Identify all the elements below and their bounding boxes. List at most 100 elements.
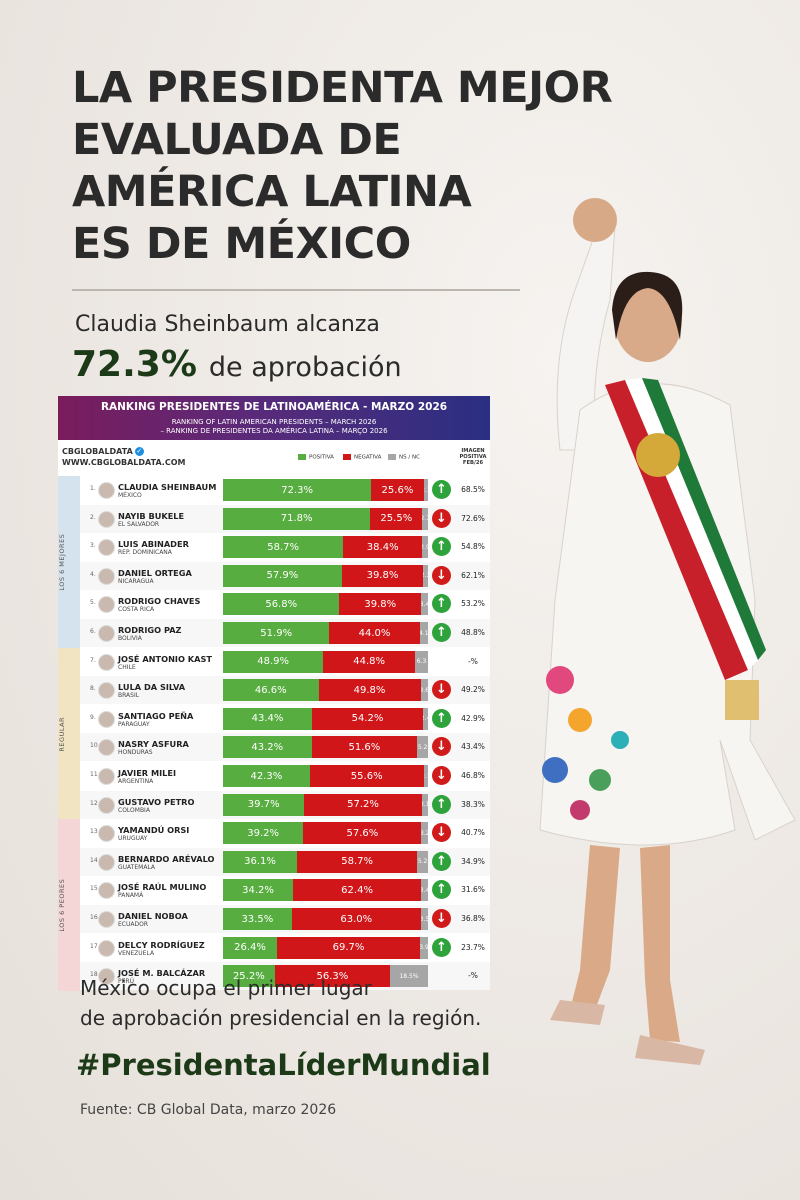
bar-ns: 3.4	[421, 879, 428, 902]
president-avatar	[98, 882, 115, 900]
headline: LA PRESIDENTA MEJOR EVALUADA DE AMÉRICA …	[72, 62, 712, 270]
bar-negative: 55.6%	[309, 765, 424, 787]
bar-positive: 33.5%	[223, 908, 292, 930]
rank-number: 14.	[90, 856, 100, 864]
group-band-3: LOS 6 PEORES	[58, 819, 80, 991]
image-positive-feb26: 40.7%	[461, 828, 485, 838]
bar-negative: 39.8%	[339, 593, 422, 616]
rank-number: 12.	[90, 799, 100, 807]
embroidery-flower-4	[589, 769, 611, 791]
bar-negative: 44.0%	[329, 622, 420, 644]
hair	[612, 271, 683, 340]
bottom-line-1: México ocupa el primer lugar	[80, 976, 372, 1000]
bar-negative: 38.4%	[343, 536, 423, 559]
bar-negative: 58.7%	[297, 850, 418, 873]
image-positive-feb26: -%	[468, 656, 478, 666]
bar-positive: 34.2%	[223, 879, 294, 902]
president-country: GUATEMALA	[118, 863, 156, 871]
bar-positive: 56.8%	[223, 593, 340, 616]
arrow-down-icon: ↓	[432, 508, 451, 528]
ranking-row: 17. DELCY RODRÍGUEZ VENEZUELA 26.4% 69.7% 3.9…	[80, 934, 490, 962]
arrow-up-icon: ↑	[432, 708, 451, 728]
bar-positive: 36.1%	[223, 850, 297, 873]
hashtag: #PresidentaLíderMundial	[76, 1048, 491, 1082]
arrow-up-icon: ↑	[432, 480, 451, 499]
approval-percentage: 72.3%	[72, 344, 197, 385]
president-name: CLAUDIA SHEINBAUM	[118, 482, 217, 492]
arrow-down-icon: ↓	[432, 737, 451, 757]
sash-emblem	[636, 433, 680, 477]
legend-label-ns: NS / NC	[399, 454, 420, 461]
legend-ns: NS / NC	[388, 454, 420, 461]
image-positive-feb26: 42.9%	[461, 713, 485, 723]
president-country: COSTA RICA	[118, 606, 155, 614]
president-name: JAVIER MILEI	[118, 768, 177, 778]
legend-swatch-negative	[343, 454, 351, 460]
bar-ns: 2.7	[422, 507, 428, 530]
legend-negative: NEGATIVA	[343, 454, 381, 461]
bar-ns: 3.9	[420, 936, 428, 959]
group-label: LOS 6 MEJORES	[58, 533, 66, 591]
president-avatar	[98, 710, 115, 728]
rank-number: 11.	[90, 771, 100, 778]
president-name: DANIEL ORTEGA	[118, 567, 192, 578]
president-name: NAYIB BUKELE	[118, 510, 185, 521]
headline-line-1: LA PRESIDENTA MEJOR	[72, 63, 613, 113]
ranking-row: 5. RODRIGO CHAVES COSTA RICA 56.8% 39.8% 3.4 ↑…	[80, 590, 490, 618]
president-name: NASRY ASFURA	[118, 739, 189, 750]
arrow-up-icon: ↑	[432, 537, 451, 557]
bar-negative: 57.2%	[304, 793, 422, 816]
bar-negative: 54.2%	[311, 707, 424, 730]
president-country: BOLIVIA	[118, 635, 142, 642]
bar-positive: 39.7%	[223, 793, 305, 816]
bar-positive: 46.6%	[223, 679, 319, 702]
president-country: COLOMBIA	[118, 806, 150, 814]
image-positive-feb26: 53.2%	[461, 599, 485, 609]
rank-number: 8.	[90, 685, 96, 693]
bar-ns: 5.2	[417, 736, 428, 759]
president-name: JOSÉ M. BALCÁZAR	[118, 968, 206, 979]
arrow-down-icon: ↓	[432, 565, 451, 585]
arrow-up-icon: ↑	[432, 937, 451, 957]
president-name: YAMANDÚ ORSI	[118, 825, 190, 836]
arrow-up-icon: ↑	[432, 851, 451, 871]
bar-negative: 25.5%	[370, 507, 423, 530]
bar-positive: 48.9%	[223, 650, 324, 673]
headline-line-4: ES DE MÉXICO	[72, 219, 411, 269]
rank-number: 3.	[90, 542, 96, 550]
bar-negative: 57.6%	[303, 822, 422, 845]
embroidery-flower-5	[570, 800, 590, 820]
bar-negative: 56.3%	[274, 965, 391, 988]
image-header-line-2: POSITIVA	[459, 454, 487, 460]
bar-positive: 43.4%	[223, 707, 312, 730]
group-label: LOS 6 PEORES	[58, 878, 66, 932]
bar-ns: 3.2	[421, 822, 428, 845]
bar-positive: 26.4%	[223, 936, 278, 959]
rank-number: 6.	[90, 628, 96, 635]
bar-negative: 49.8%	[318, 679, 421, 702]
president-avatar	[98, 510, 115, 528]
embroidery-flower-3	[542, 757, 568, 783]
approval-label: de aprobación	[208, 352, 402, 383]
image-positive-feb26: -%	[468, 971, 478, 981]
ranking-row: 8. LULA DA SILVA BRASIL 46.6% 49.8% 3.6 ↓ 49.2%	[80, 676, 490, 705]
president-country: ARGENTINA	[118, 778, 154, 785]
ranking-row: 15. JOSÉ RAÚL MULINO PANAMÁ 34.2% 62.4% 3.4 ↑ 3…	[80, 876, 490, 904]
president-name: JOSÉ RAÚL MULINO	[118, 882, 207, 893]
president-country: VENEZUELA	[118, 949, 155, 957]
bar-negative: 63.0%	[291, 908, 421, 930]
image-positive-feb26: 62.1%	[461, 570, 485, 580]
approval-line: 72.3% de aprobación	[72, 344, 402, 385]
group-band-2: REGULAR	[58, 647, 80, 820]
rank-number: 15.	[90, 885, 100, 893]
headline-line-2: EVALUADA DE	[72, 115, 402, 165]
president-avatar	[98, 596, 115, 614]
bar-positive: 58.7%	[223, 536, 344, 559]
bar-ns: 6.3	[415, 650, 428, 673]
legend-swatch-ns	[388, 454, 396, 460]
rank-number: 18.	[90, 971, 100, 979]
chart-title: RANKING PRESIDENTES DE LATINOAMÉRICA - M…	[100, 401, 448, 413]
headline-line-3: AMÉRICA LATINA	[72, 167, 472, 217]
